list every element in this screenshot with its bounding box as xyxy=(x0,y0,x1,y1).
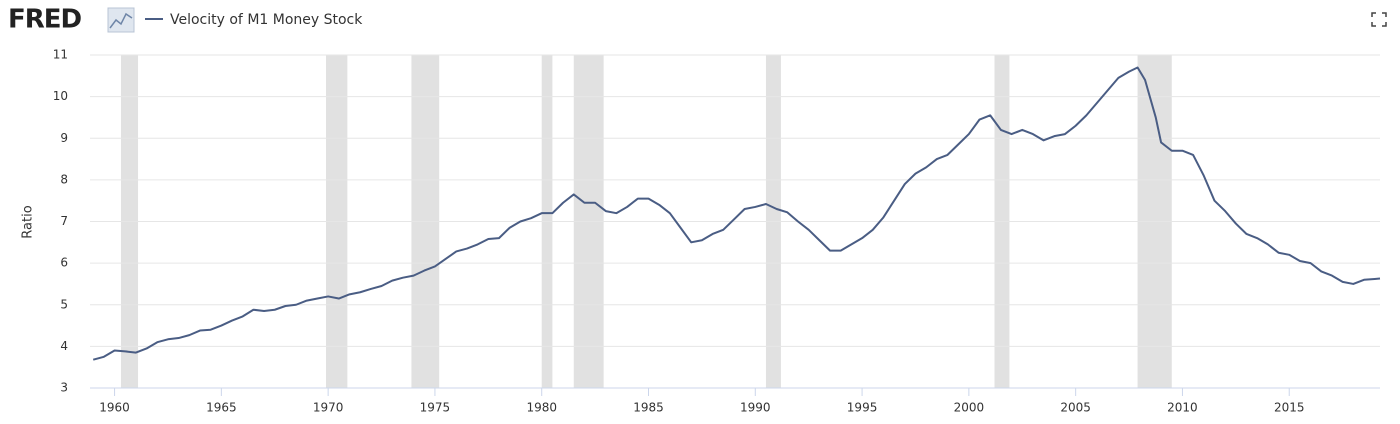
y-tick-label: 10 xyxy=(53,89,68,103)
x-tick-label: 1990 xyxy=(740,401,771,415)
y-tick-label: 9 xyxy=(60,131,68,145)
y-axis-label: Ratio xyxy=(21,205,36,238)
x-tick-label: 1975 xyxy=(420,401,451,415)
x-tick-label: 1965 xyxy=(206,401,237,415)
x-tick-label: 2005 xyxy=(1060,401,1091,415)
x-tick-label: 1960 xyxy=(99,401,130,415)
legend-label: Velocity of M1 Money Stock xyxy=(170,12,363,28)
x-tick-label: 1995 xyxy=(847,401,878,415)
x-tick-label: 1980 xyxy=(526,401,557,415)
logo: FRED xyxy=(8,5,82,35)
logo-icon xyxy=(107,7,135,33)
fullscreen-icon[interactable] xyxy=(1371,12,1387,27)
x-tick-label: 1985 xyxy=(633,401,664,415)
x-tick-label: 1970 xyxy=(313,401,344,415)
x-tick-label: 2015 xyxy=(1274,401,1305,415)
y-tick-label: 6 xyxy=(60,256,68,270)
y-tick-label: 5 xyxy=(60,297,68,311)
y-tick-label: 8 xyxy=(60,172,68,186)
x-tick-label: 2010 xyxy=(1167,401,1198,415)
data-line xyxy=(92,66,1381,361)
y-tick-label: 7 xyxy=(60,214,68,228)
y-tick-label: 11 xyxy=(53,48,68,62)
y-tick-label: 4 xyxy=(60,339,68,353)
y-tick-label: 3 xyxy=(60,381,68,395)
x-tick-label: 2000 xyxy=(954,401,985,415)
